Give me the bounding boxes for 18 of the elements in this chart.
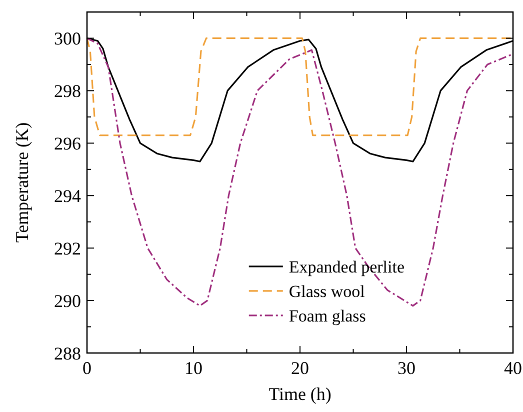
x-tick-label: 10 [184,358,202,378]
y-tick-label: 292 [54,238,81,258]
y-axis-title: Temperature (K) [12,122,32,243]
y-tick-label: 290 [54,290,81,311]
y-tick-label: 296 [54,133,81,154]
x-tick-label: 30 [398,358,416,378]
legend-label: Foam glass [288,306,366,326]
x-tick-label: 40 [504,358,522,378]
legend-label: Glass wool [288,282,366,301]
line-series [86,37,514,307]
y-tick-label: 288 [54,343,81,364]
x-tick-label: 20 [291,358,309,378]
x-axis-title: Time (h) [268,384,332,404]
x-tick-label: 0 [82,358,92,378]
y-tick-label: 294 [54,186,81,206]
y-tick-label: 298 [54,80,81,101]
legend-label: Expanded perlite [288,257,405,276]
y-tick-label: 300 [54,28,81,49]
